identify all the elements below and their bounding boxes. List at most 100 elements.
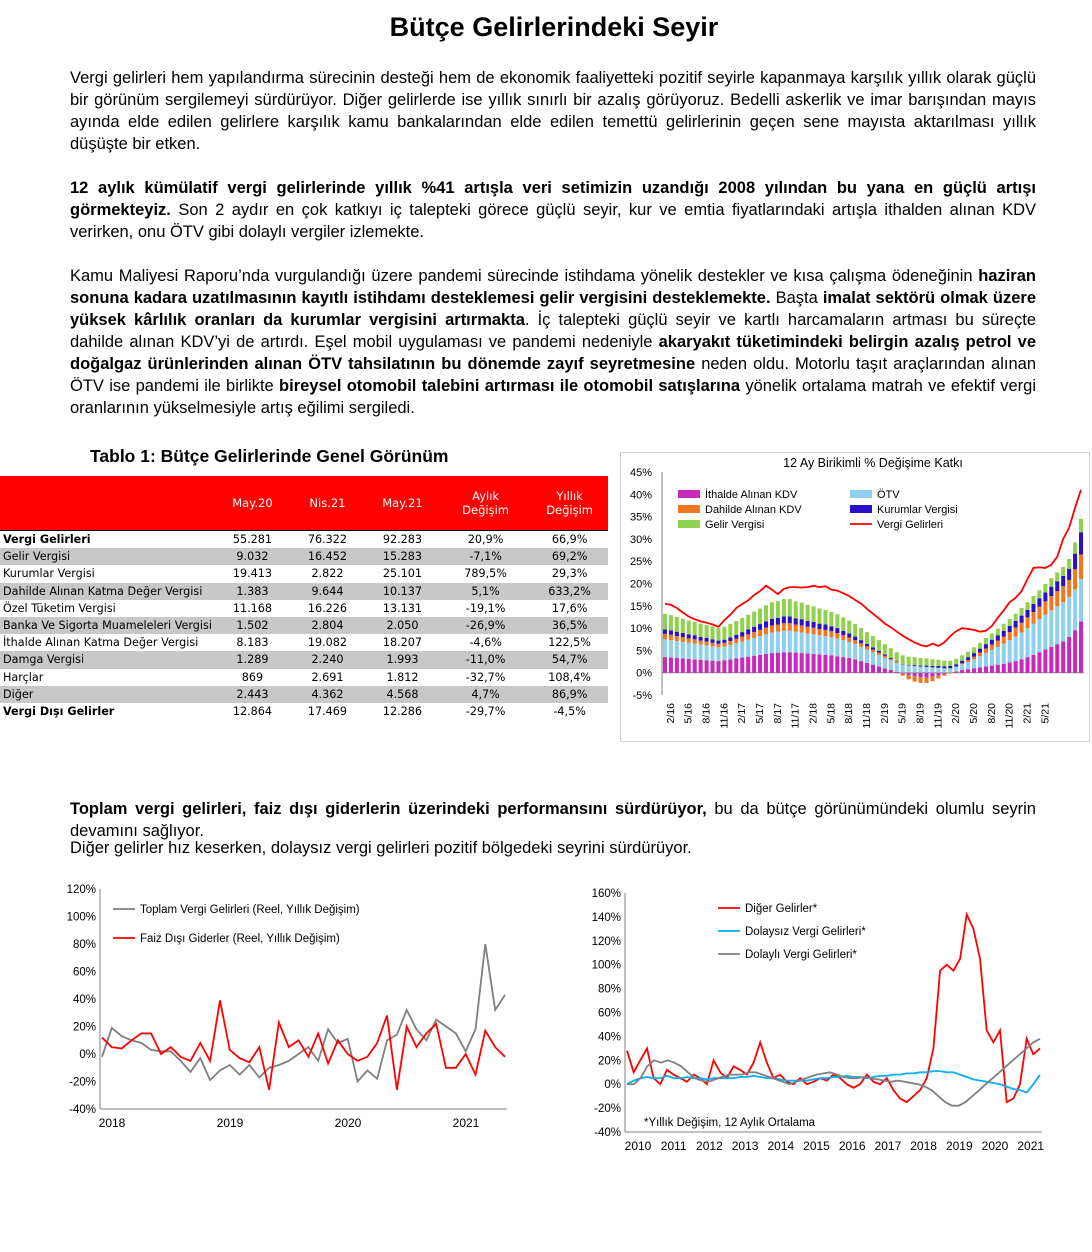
bar-segment (924, 665, 929, 667)
bar-segment (1055, 581, 1060, 592)
bar-segment (924, 666, 929, 673)
row-label: Dahilde Alınan Katma Değer Vergisi (0, 582, 215, 600)
bar-segment (787, 616, 792, 624)
bar-segment (966, 660, 971, 662)
x-tick-label: 8/18 (843, 703, 855, 724)
bar-segment (1055, 591, 1060, 607)
bar-segment (847, 637, 852, 642)
bar-segment (692, 639, 697, 644)
bar-segment (793, 652, 798, 673)
bar-segment (1037, 619, 1042, 653)
bar-segment (787, 623, 792, 631)
bar-segment (668, 615, 673, 631)
bar-segment (835, 628, 840, 634)
y-tick-label: 100% (592, 960, 621, 972)
page-title: Bütçe Gelirlerindeki Seyir (389, 12, 719, 42)
bar-segment (948, 660, 953, 667)
bar-segment (972, 659, 977, 669)
table-cell: 2.240 (289, 651, 365, 669)
bar-segment (686, 642, 691, 659)
bar-segment (870, 652, 876, 665)
bar-segment (841, 635, 846, 641)
bar-segment (728, 637, 733, 642)
paragraph-5: Diğer gelirler hız keserken, dolaysız ve… (70, 839, 692, 857)
bar-segment (722, 646, 727, 661)
bar-segment (716, 628, 721, 641)
table-cell: 4.362 (289, 685, 365, 703)
y-tick-label: -20% (594, 1103, 621, 1115)
row-label: Vergi Dışı Gelirler (3, 704, 115, 718)
table-cell: 19.082 (307, 636, 348, 650)
bar-segment (1013, 627, 1018, 637)
bar-segment (686, 634, 691, 639)
bar-segment (829, 626, 834, 632)
table-cell: -11,0% (439, 651, 532, 669)
bar-segment (906, 656, 911, 666)
bar-segment (674, 616, 679, 632)
bar-segment (1007, 625, 1012, 633)
bar-segment (1067, 596, 1072, 638)
bar-segment (948, 668, 953, 673)
paragraph-4-bold: Toplam vergi gelirleri, faiz dışı giderl… (70, 800, 707, 818)
table-cell: 76.322 (289, 530, 365, 549)
bar-segment (668, 630, 673, 635)
bar-segment (900, 673, 905, 676)
table-header (0, 476, 215, 531)
bar-segment (1019, 615, 1024, 623)
chart-annotation: *Yıllık Değişim, 12 Aylık Ortalama (644, 1117, 816, 1129)
table-cell: 1.993 (364, 651, 440, 669)
bar-segment (912, 676, 917, 682)
bar-segment (811, 627, 816, 635)
bar-segment (853, 636, 858, 641)
legend-label: Gelir Vergisi (705, 519, 764, 531)
x-tick-label: 2021 (453, 1116, 480, 1130)
table-row: Vergi Dışı Gelirler 12.864 17.469 12.286 -29… (0, 703, 608, 720)
x-tick-label: 2020 (335, 1116, 362, 1130)
bar-segment (817, 654, 822, 673)
bar-segment (876, 666, 881, 673)
table-title: Tablo 1: Bütçe Gelirlerinde Genel Görünü… (90, 446, 449, 466)
bar-segment (865, 643, 870, 647)
bar-segment (930, 676, 935, 682)
table-cell: 19.413 (232, 567, 273, 581)
bar-segment (1067, 637, 1072, 673)
bar-segment (1073, 630, 1078, 673)
bar-segment (775, 652, 780, 673)
bar-segment (734, 620, 739, 635)
bar-segment (930, 659, 935, 667)
bar-segment (787, 652, 792, 673)
bar-segment (972, 653, 977, 657)
bar-segment (704, 645, 709, 661)
x-tick-label: 2016 (839, 1139, 866, 1153)
bar-segment (924, 672, 929, 678)
series-line (626, 911, 1041, 1104)
x-tick-label: 5/17 (754, 703, 766, 724)
bar-segment (936, 659, 941, 667)
bar-segment (805, 633, 810, 654)
bar-segment (781, 623, 786, 631)
y-tick-label: 140% (592, 912, 621, 924)
x-tick-label: 2/21 (1022, 703, 1034, 724)
bar-segment (740, 632, 745, 637)
bar-segment (793, 631, 798, 653)
bar-segment (1001, 636, 1006, 644)
bar-segment (1037, 606, 1042, 620)
bar-segment (930, 666, 935, 668)
y-tick-label: -20% (69, 1077, 96, 1089)
bar-segment (960, 660, 965, 664)
bar-segment (1007, 662, 1012, 673)
bar-segment (1055, 606, 1060, 645)
bar-segment (763, 621, 769, 628)
table-cell: 12.864 (232, 704, 273, 718)
bar-segment (805, 653, 810, 673)
table-cell: -4,6% (469, 636, 502, 650)
table-cell: 20,9% (439, 530, 532, 549)
bar-segment (989, 644, 994, 650)
bar-segment (1025, 609, 1030, 618)
bar-segment (758, 624, 763, 630)
x-tick-label: 2/16 (665, 703, 677, 724)
bar-segment (668, 634, 673, 641)
paragraph-4-text: bu da bütçe görünümündeki olumlu seyrin … (70, 800, 1036, 840)
bar-segment (1043, 583, 1048, 593)
bar-segment (793, 624, 798, 632)
